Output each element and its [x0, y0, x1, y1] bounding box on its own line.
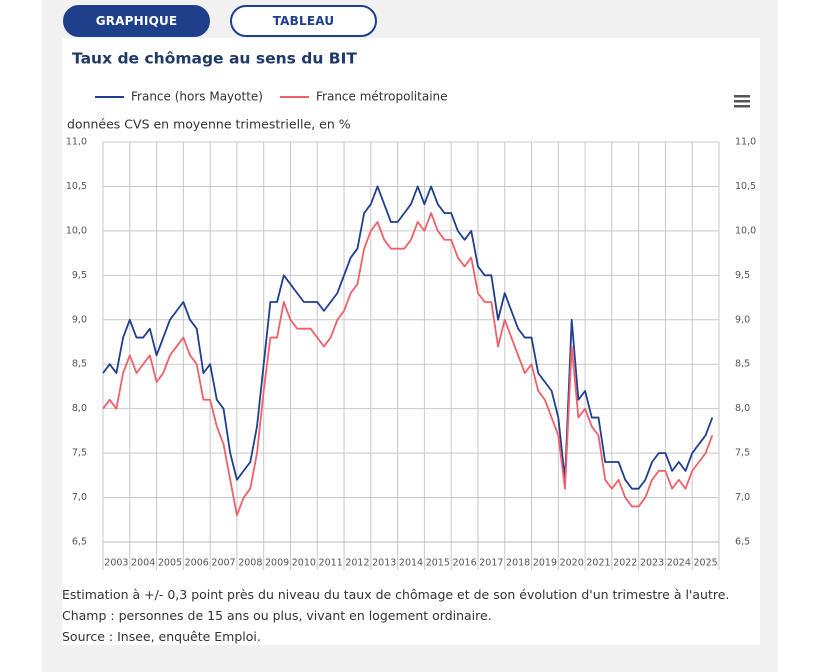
note: Champ : personnes de 15 ans ou plus, viv…	[62, 608, 492, 623]
x-tick-label: 2025	[694, 558, 718, 569]
x-tick-label: 2006	[185, 558, 209, 569]
x-tick-label: 2024	[667, 558, 691, 569]
x-tick-label: 2004	[131, 558, 155, 569]
y-tick-label: 10,5	[66, 181, 87, 192]
tab-tableau[interactable]: TABLEAU	[230, 5, 377, 37]
y2-tick-label: 7,5	[735, 448, 750, 459]
x-tick-label: 2020	[560, 558, 584, 569]
y-tick-label: 8,5	[72, 359, 87, 370]
x-tick-label: 2013	[372, 558, 396, 569]
y2-tick-label: 7,0	[735, 492, 750, 503]
y-tick-label: 8,0	[72, 403, 87, 414]
x-tick-label: 2008	[238, 558, 262, 569]
y2-tick-label: 9,5	[735, 270, 750, 281]
y-tick-label: 7,0	[72, 492, 87, 503]
menu-icon[interactable]	[734, 95, 750, 108]
x-tick-label: 2015	[426, 558, 450, 569]
y-tick-label: 9,5	[72, 270, 87, 281]
y2-tick-label: 6,5	[735, 537, 750, 548]
tab-graphique[interactable]: GRAPHIQUE	[63, 5, 210, 37]
y-tick-label: 7,5	[72, 448, 87, 459]
series-line	[102, 185, 714, 490]
x-tick-label: 2021	[586, 558, 610, 569]
y2-tick-label: 10,0	[735, 225, 756, 236]
y-tick-label: 6,5	[72, 537, 87, 548]
x-tick-label: 2009	[265, 558, 289, 569]
chart-subtitle: données CVS en moyenne trimestrielle, en…	[67, 117, 351, 132]
x-tick-label: 2005	[158, 558, 182, 569]
x-tick-label: 2011	[319, 558, 343, 569]
y-tick-label: 11,0	[66, 137, 87, 148]
x-tick-label: 2016	[452, 558, 476, 569]
menu-bar	[734, 95, 750, 98]
x-tick-label: 2014	[399, 558, 423, 569]
legend-label: France métropolitaine	[316, 90, 448, 104]
chart-card	[62, 38, 760, 645]
legend-label: France (hors Mayotte)	[131, 90, 263, 104]
menu-bar	[734, 100, 750, 103]
y2-tick-label: 10,5	[735, 181, 756, 192]
x-tick-label: 2007	[211, 558, 235, 569]
y2-tick-label: 11,0	[735, 137, 756, 148]
y2-tick-label: 8,5	[735, 359, 750, 370]
x-tick-label: 2019	[533, 558, 557, 569]
x-tick-label: 2017	[479, 558, 503, 569]
menu-bar	[734, 105, 750, 108]
series-line	[102, 212, 714, 517]
chart-title: Taux de chômage au sens du BIT	[72, 50, 357, 68]
x-tick-label: 2018	[506, 558, 530, 569]
note: Estimation à +/- 0,3 point près du nivea…	[62, 587, 730, 602]
y-tick-label: 10,0	[66, 225, 87, 236]
x-tick-label: 2003	[104, 558, 128, 569]
x-tick-label: 2023	[640, 558, 664, 569]
y2-tick-label: 8,0	[735, 403, 750, 414]
x-tick-label: 2012	[345, 558, 369, 569]
y-tick-label: 9,0	[72, 314, 87, 325]
y2-tick-label: 9,0	[735, 314, 750, 325]
x-tick-label: 2022	[613, 558, 637, 569]
note: Source : Insee, enquête Emploi.	[62, 629, 261, 644]
x-tick-label: 2010	[292, 558, 316, 569]
